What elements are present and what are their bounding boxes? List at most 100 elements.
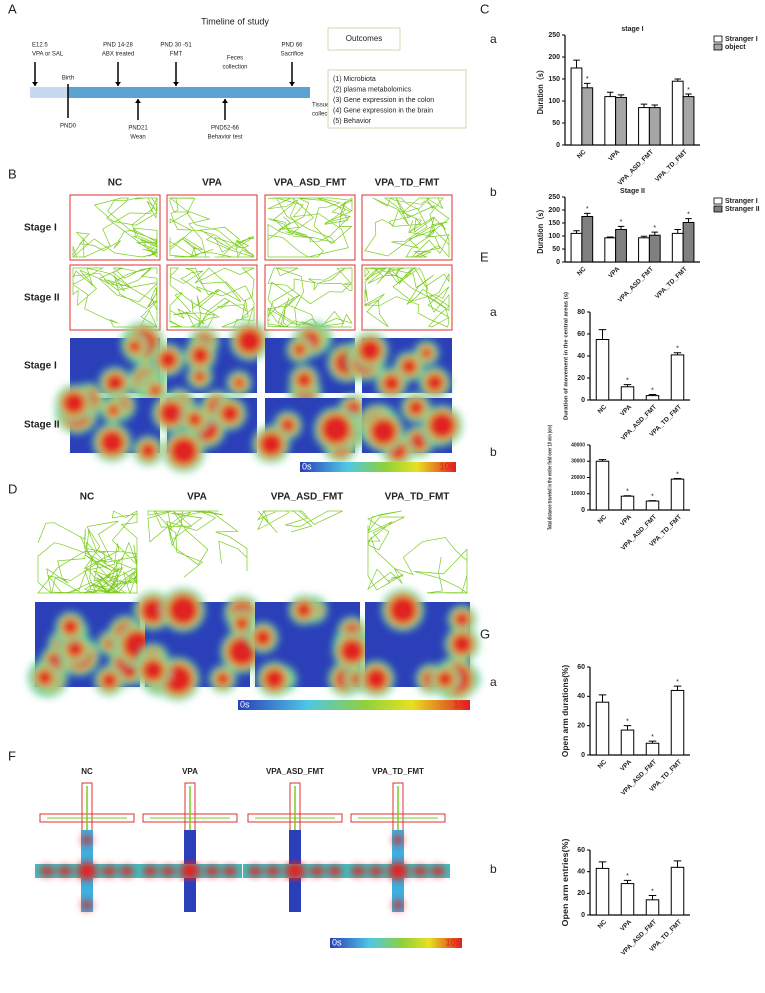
error-bar xyxy=(573,230,580,234)
heatmap xyxy=(152,388,257,473)
heat-core xyxy=(453,611,471,628)
heat-core xyxy=(431,866,445,876)
scale-bar xyxy=(238,700,470,710)
x-tick-label: VPA xyxy=(619,513,633,527)
significance: * xyxy=(653,225,656,232)
heat-core xyxy=(232,376,246,390)
heat-core xyxy=(82,835,92,845)
bar xyxy=(620,729,635,756)
y-tick-label: 40 xyxy=(577,869,585,876)
y-axis-label: Open arm durations(%) xyxy=(561,664,570,757)
heatmap xyxy=(55,382,164,466)
heat-core xyxy=(450,632,474,656)
panel-letter: E xyxy=(480,249,489,264)
heat-core xyxy=(61,390,87,416)
y-tick-label: 0 xyxy=(581,752,585,759)
bar xyxy=(570,232,583,263)
arena xyxy=(166,194,258,261)
x-tick-label: VPA xyxy=(619,403,633,417)
heat-core xyxy=(190,345,211,366)
legend-label: Stranger I xyxy=(725,198,758,205)
track xyxy=(169,197,255,259)
heat-core xyxy=(295,371,313,389)
outcome: (3) Gene expression in the colon xyxy=(333,97,434,104)
timeline-label: PND0 xyxy=(60,124,77,130)
group-name: VPA xyxy=(187,492,207,503)
row-label: Stage I xyxy=(24,223,57,234)
y-tick-label: 200 xyxy=(548,54,560,61)
arrow-head xyxy=(32,82,38,86)
group-name: NC xyxy=(80,492,94,503)
y-tick-label: 50 xyxy=(552,120,560,127)
timeline-label: E12.5 xyxy=(32,43,48,49)
heat-core xyxy=(77,862,97,880)
bar xyxy=(595,339,610,401)
y-tick-label: 0 xyxy=(556,142,560,149)
track xyxy=(72,197,159,258)
error-bar xyxy=(598,694,607,703)
panel-letter: C xyxy=(480,1,489,16)
y-tick-label: 50 xyxy=(552,246,560,253)
significance: * xyxy=(651,734,654,741)
x-tick-label: NC xyxy=(576,265,588,277)
bar xyxy=(682,221,695,263)
y-tick-label: 60 xyxy=(577,664,585,671)
heat-core xyxy=(58,866,72,876)
bar xyxy=(581,87,594,146)
track xyxy=(72,267,159,328)
bar xyxy=(645,500,660,511)
error-bar xyxy=(584,212,591,217)
scale-min: 0s xyxy=(302,461,312,471)
heat-core xyxy=(61,617,80,636)
x-tick-label: VPA_TD_FMT xyxy=(654,149,689,184)
timeline-label: collection xyxy=(222,65,247,71)
timeline-label: Sacrifice xyxy=(280,52,304,58)
error-bar xyxy=(623,879,632,884)
sub-letter: b xyxy=(490,185,497,199)
heatmap xyxy=(28,602,160,698)
bar xyxy=(670,866,685,916)
heat-core xyxy=(413,866,427,876)
y-tick-label: 10000 xyxy=(571,491,585,497)
y-tick-label: 150 xyxy=(548,220,560,227)
error-bar xyxy=(573,59,580,68)
significance: * xyxy=(626,377,629,384)
error-bar xyxy=(623,725,632,731)
heat-core xyxy=(234,616,250,632)
heat-blobs xyxy=(357,393,463,467)
error-bar xyxy=(673,685,682,691)
sub-letter: a xyxy=(490,32,497,46)
x-tick-label: VPA xyxy=(619,918,633,932)
heat-core xyxy=(424,372,445,393)
heat-blobs xyxy=(247,595,372,697)
bar xyxy=(648,107,661,146)
y-tick-label: 20 xyxy=(577,375,585,382)
timeline-label: Wean xyxy=(130,135,146,141)
chart-title: Stage II xyxy=(620,188,645,195)
x-tick-label: VPA xyxy=(619,758,633,772)
error-bar xyxy=(606,236,614,238)
heat-core xyxy=(357,338,383,363)
y-axis-label: Duration of movement in the central area… xyxy=(563,292,569,420)
y-tick-label: 60 xyxy=(577,847,585,854)
heatmap xyxy=(151,321,270,396)
scale-max: 10s xyxy=(445,937,460,947)
bar xyxy=(595,701,610,756)
outcomes-title: Outcomes xyxy=(346,34,382,43)
y-tick-label: 20 xyxy=(577,723,585,730)
bar xyxy=(648,234,661,263)
heat-core xyxy=(393,900,403,910)
track xyxy=(367,510,469,594)
group-name: VPA_ASD_FMT xyxy=(274,178,347,189)
y-tick-label: 200 xyxy=(548,207,560,214)
group-name: VPA xyxy=(202,178,222,189)
y-tick-label: 250 xyxy=(548,194,560,201)
bar xyxy=(638,237,650,263)
bar xyxy=(615,229,627,263)
bar xyxy=(570,67,583,146)
heat-core xyxy=(328,866,342,876)
y-tick-label: 80 xyxy=(577,309,585,316)
heat-core xyxy=(236,327,264,355)
bar xyxy=(615,96,627,146)
row-label: Stage II xyxy=(24,293,60,304)
